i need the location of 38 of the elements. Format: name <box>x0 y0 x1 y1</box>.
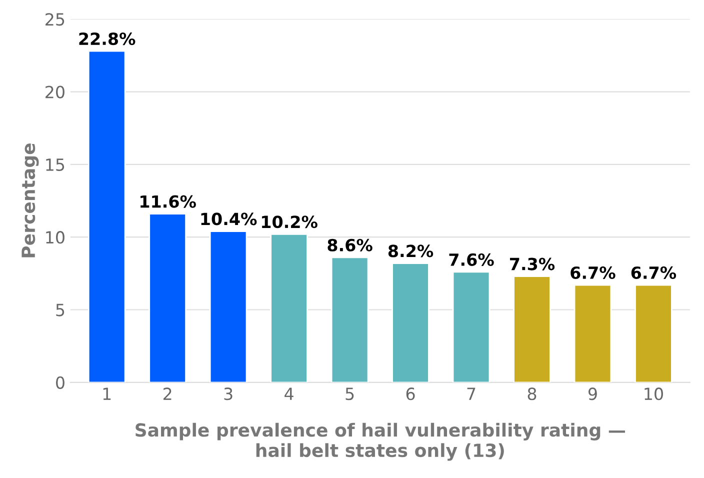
data-label: 7.6% <box>449 253 494 266</box>
x-tick-label: 5 <box>346 388 354 400</box>
x-tick-label: 2 <box>164 388 172 400</box>
y-tick-label: 5 <box>56 304 64 316</box>
data-label: 8.2% <box>388 244 434 258</box>
y-tick-label: 20 <box>46 86 64 98</box>
x-axis-title: Sample prevalence of hail vulnerability rating — hail belt states only (13) <box>136 422 626 461</box>
bar <box>270 233 308 382</box>
x-tick-label: 9 <box>588 388 597 400</box>
bar <box>513 276 551 382</box>
data-label: 7.3% <box>510 258 555 270</box>
x-tick-label: 1 <box>103 388 111 400</box>
x-tick-label: 8 <box>528 388 536 400</box>
x-tick-label: 3 <box>224 388 232 400</box>
y-tick-label: 15 <box>46 158 64 171</box>
bar <box>452 271 490 382</box>
bar <box>392 262 430 382</box>
bar <box>209 230 248 382</box>
data-label: 8.6% <box>328 238 372 252</box>
bar <box>148 213 186 382</box>
y-tick-label: 10 <box>46 231 64 244</box>
x-tick-label: 10 <box>644 388 663 400</box>
data-label: 10.4% <box>201 212 257 226</box>
y-tick-label: 0 <box>56 376 64 389</box>
bar <box>634 284 672 382</box>
x-tick-label: 7 <box>467 388 476 400</box>
y-axis-title: Percentage <box>22 144 39 258</box>
y-tick-label: 25 <box>46 13 64 26</box>
bar <box>574 284 612 382</box>
data-label: 6.7% <box>570 266 616 280</box>
x-tick-label: 6 <box>406 388 415 400</box>
data-label: 22.8% <box>79 32 136 46</box>
data-label: 10.2% <box>262 216 318 228</box>
x-tick-label: 4 <box>284 388 294 400</box>
bar <box>330 256 369 382</box>
data-label: 11.6% <box>140 195 196 208</box>
data-label: 6.7% <box>631 266 676 280</box>
bar <box>88 50 126 382</box>
